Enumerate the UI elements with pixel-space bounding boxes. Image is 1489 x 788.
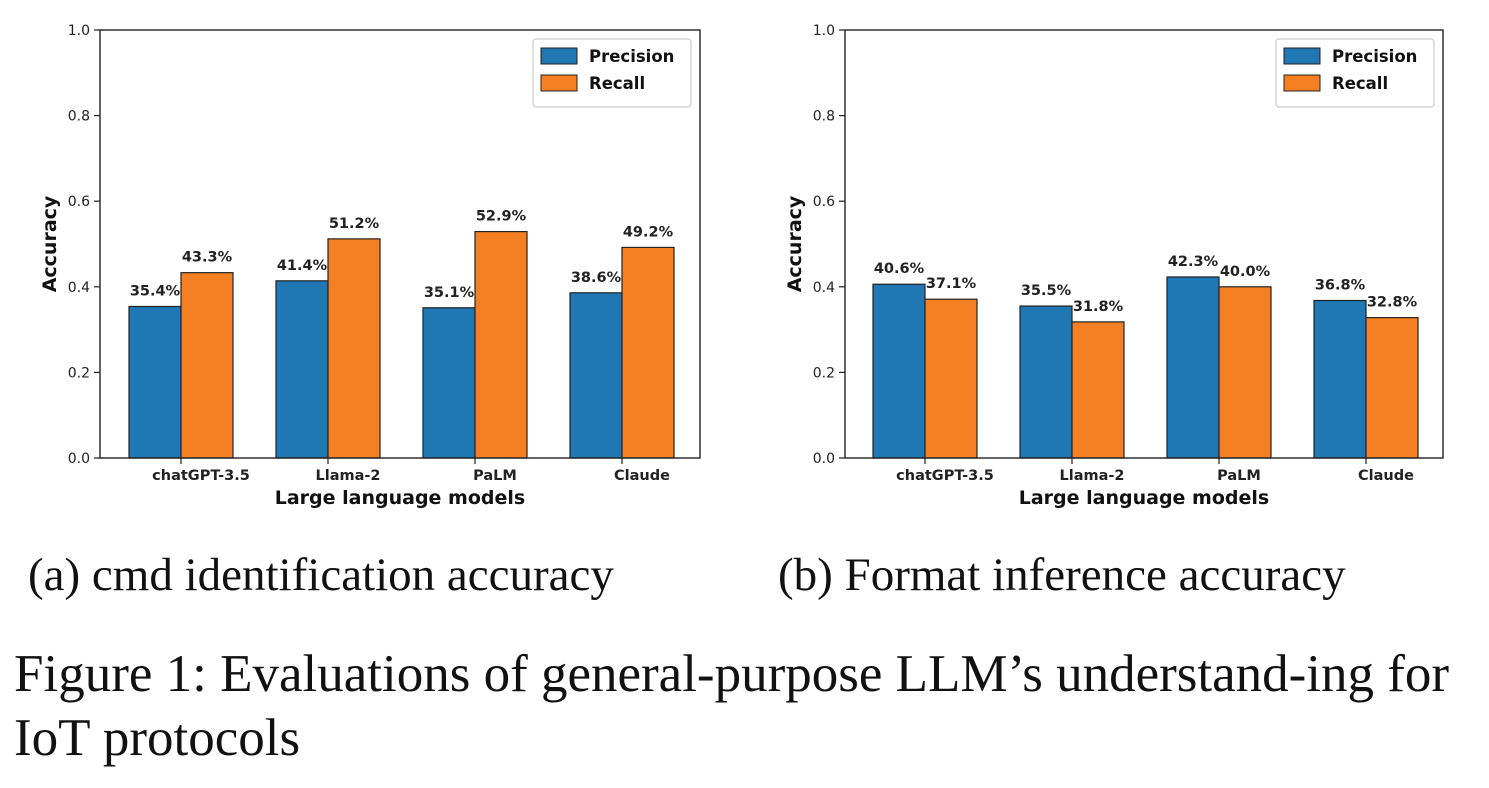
y-tick-label: 0.4 [68,280,90,296]
data-label: 35.4% [130,283,181,299]
data-label: 36.8% [1315,277,1366,293]
data-label: 37.1% [926,276,977,292]
data-label: 35.5% [1021,283,1072,299]
bar-recall-claude [621,246,675,459]
data-label: 32.8% [1367,295,1418,311]
x-tick-label: PaLM [473,468,517,484]
legend-swatch-recall [540,74,578,92]
x-tick-label: chatGPT-3.5 [896,468,994,484]
plot-frame [844,29,1444,459]
data-label: 38.6% [571,270,622,286]
y-axis-label: Accuracy [39,195,61,292]
legend-swatch-precision [540,47,578,65]
y-tick-label: 0.0 [813,451,835,467]
y-tick-label: 0.2 [68,365,90,381]
x-axis-label: Large language models [1019,487,1269,509]
y-tick-label: 0.6 [813,194,835,210]
x-axis-label: Large language models [275,487,525,509]
y-tick-label: 0.0 [68,451,90,467]
legend-swatch-precision [1283,47,1321,65]
bar-precision-chatgpt35 [128,305,182,459]
x-tick-label: Claude [614,468,670,484]
bar-precision-claude [569,292,623,459]
bar-precision-llama2 [275,280,329,459]
y-tick-label: 0.4 [813,280,835,296]
x-tick-label: Llama-2 [316,468,381,484]
bar-recall-llama2 [1071,321,1125,459]
x-tick-label: Llama-2 [1060,468,1125,484]
data-label: 35.1% [424,285,475,301]
y-tick-label: 0.8 [68,109,90,125]
data-label: 51.2% [329,216,380,232]
x-tick-label: PaLM [1217,468,1261,484]
y-tick-label: 1.0 [813,23,835,39]
data-label: 41.4% [277,258,328,274]
y-tick-label: 1.0 [68,23,90,39]
data-label: 52.9% [476,209,527,225]
subcaption-a: (a) cmd identification accuracy [28,549,614,601]
legend-swatch-recall [1283,74,1321,92]
bar-precision-palm [1166,276,1220,459]
bar-recall-llama2 [327,238,381,459]
bar-recall-palm [474,230,528,459]
data-label: 40.6% [874,261,925,277]
x-tick-label: chatGPT-3.5 [152,468,250,484]
bar-precision-claude [1313,299,1367,459]
bar-precision-llama2 [1019,305,1073,459]
bar-recall-palm [1218,286,1272,459]
y-axis-label: Accuracy [784,195,806,292]
subcaption-b: (b) Format inference accuracy [778,549,1346,601]
x-tick-label: Claude [1358,468,1414,484]
data-label: 49.2% [623,224,674,240]
bar-recall-chatgpt35 [180,272,234,459]
chart-panel-a: 35.4% 41.4% 35.1% 38.6% 43.3% 51.2% 52.9% 49.2%… [39,23,701,509]
figure-caption: Figure 1: Evaluations of general-purpose… [14,645,1450,767]
figure: 35.4% 41.4% 35.1% 38.6% 43.3% 51.2% 52.9% 49.2%… [39,23,1444,509]
legend-label-recall: Recall [589,74,645,93]
bar-recall-chatgpt35 [924,298,978,459]
data-label: 43.3% [182,250,233,266]
data-label: 42.3% [1168,254,1219,270]
chart-panel-b: 40.6% 35.5% 42.3% 36.8% 37.1% 31.8% 40.0% 32.8%… [784,23,1444,509]
y-tick-label: 0.6 [68,194,90,210]
legend-label-recall: Recall [1332,74,1388,93]
data-label: 31.8% [1073,299,1124,315]
plot-frame [99,29,701,459]
y-tick-label: 0.2 [813,365,835,381]
bar-precision-chatgpt35 [872,283,926,459]
legend-label-precision: Precision [589,47,674,66]
y-tick-label: 0.8 [813,109,835,125]
data-label: 40.0% [1220,264,1271,280]
legend-label-precision: Precision [1332,47,1417,66]
bar-precision-palm [422,307,476,459]
bar-recall-claude [1365,317,1419,459]
